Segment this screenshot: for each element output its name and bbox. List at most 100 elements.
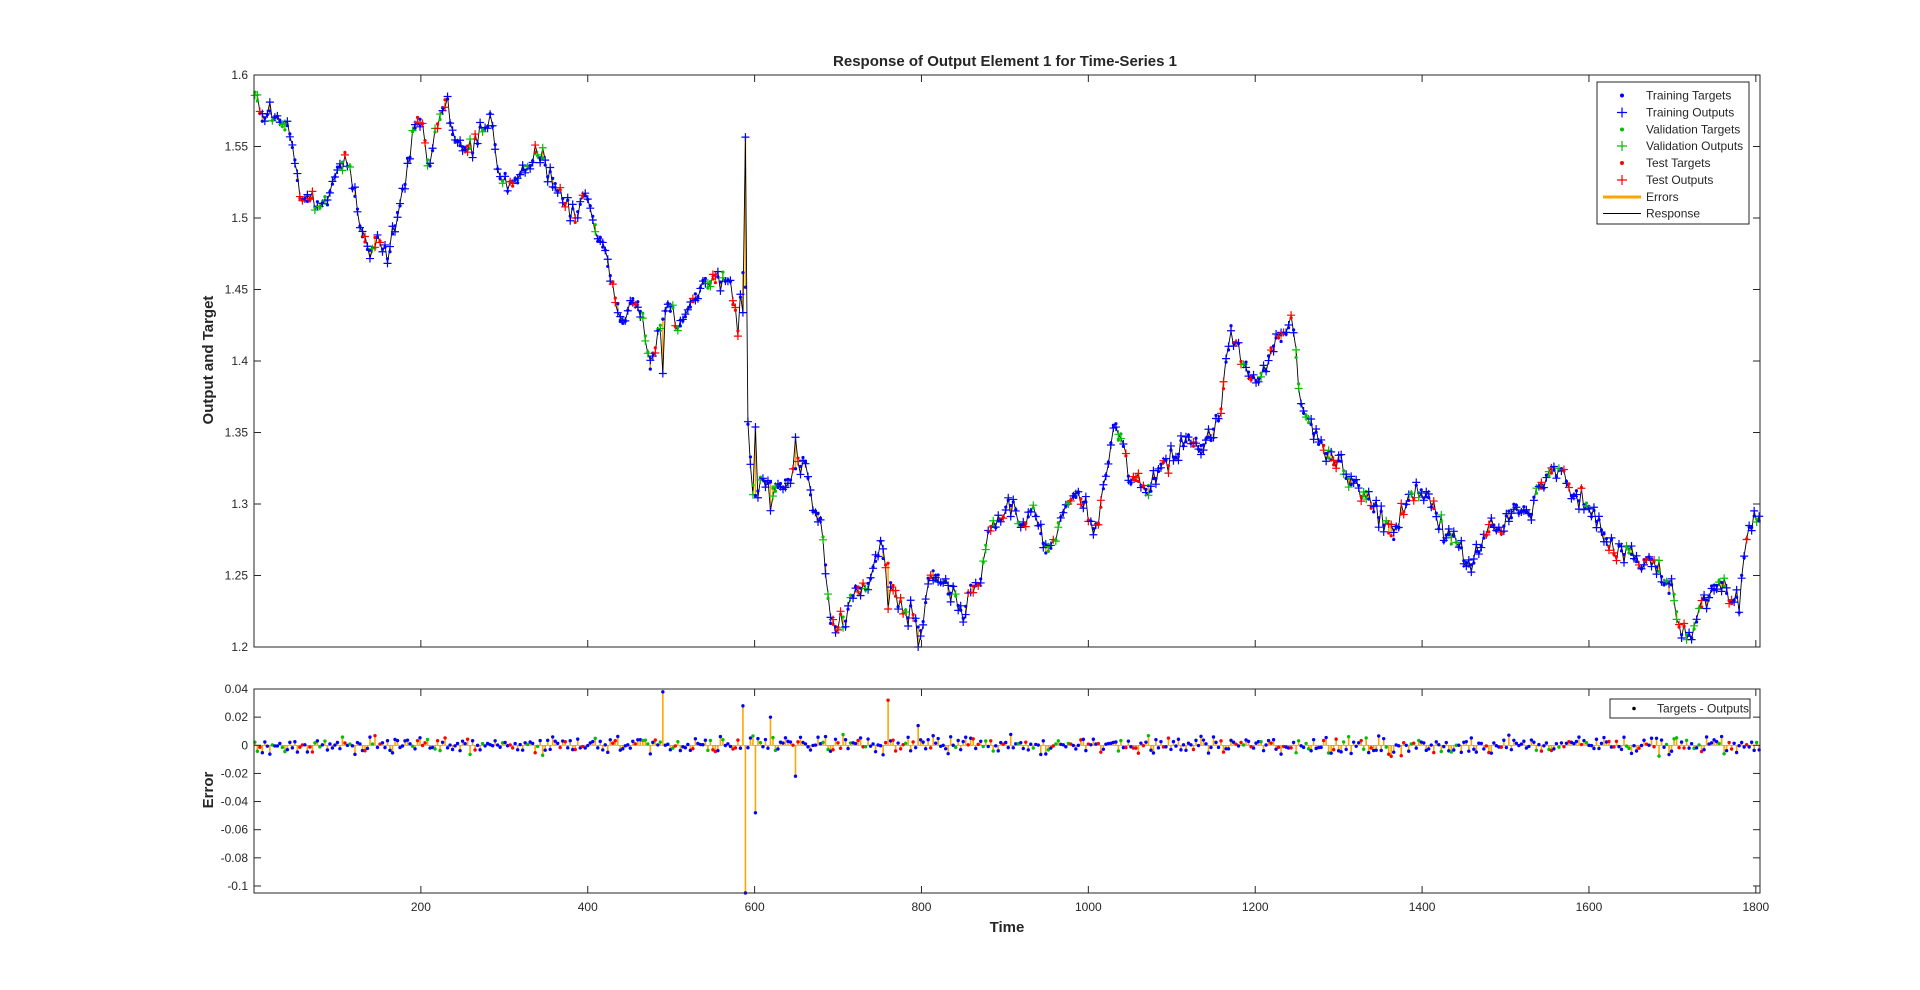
output-marker bbox=[796, 470, 805, 479]
error-dot bbox=[395, 738, 400, 743]
target-marker bbox=[969, 583, 973, 587]
error-dot bbox=[380, 741, 385, 745]
target-marker bbox=[1494, 529, 1498, 533]
error-dot bbox=[688, 748, 693, 753]
target-marker bbox=[1084, 500, 1088, 504]
error-dot bbox=[1399, 753, 1403, 758]
output-marker bbox=[1374, 523, 1383, 532]
output-marker bbox=[1176, 431, 1185, 440]
target-marker bbox=[1522, 505, 1526, 509]
legend-text-response: Response bbox=[1646, 207, 1700, 221]
target-marker bbox=[1542, 486, 1546, 490]
error-dot bbox=[1654, 736, 1659, 740]
target-marker bbox=[491, 124, 495, 128]
target-marker bbox=[1474, 549, 1478, 554]
output-marker bbox=[906, 596, 915, 605]
target-marker bbox=[1327, 456, 1331, 460]
output-marker bbox=[463, 148, 472, 157]
error-dot bbox=[1099, 750, 1103, 754]
target-marker bbox=[1437, 527, 1441, 531]
target-marker bbox=[711, 277, 715, 281]
error-dot bbox=[596, 746, 600, 750]
target-marker bbox=[551, 176, 555, 180]
y-tick-label: 1.45 bbox=[225, 283, 249, 297]
target-marker bbox=[1069, 498, 1073, 502]
error-dot bbox=[1484, 744, 1489, 748]
target-marker bbox=[1752, 514, 1756, 518]
target-marker bbox=[453, 138, 457, 143]
error-dot bbox=[465, 737, 470, 741]
output-marker bbox=[1196, 450, 1205, 459]
output-marker bbox=[638, 314, 647, 323]
output-marker bbox=[904, 622, 913, 631]
target-marker bbox=[498, 176, 502, 181]
error-dot bbox=[1552, 747, 1556, 751]
target-marker bbox=[1730, 601, 1734, 606]
error-dot bbox=[1719, 734, 1724, 739]
target-marker bbox=[934, 573, 938, 577]
legend-marker-validation-outputs bbox=[1617, 141, 1627, 151]
target-marker bbox=[1211, 427, 1216, 431]
error-dot bbox=[500, 741, 505, 745]
target-marker bbox=[1607, 544, 1611, 548]
target-marker bbox=[681, 319, 685, 323]
error-dot bbox=[288, 740, 292, 745]
output-marker bbox=[646, 356, 655, 365]
error-dot bbox=[365, 746, 370, 751]
error-dot bbox=[1364, 736, 1368, 740]
target-marker bbox=[766, 481, 770, 486]
error-dot bbox=[1599, 741, 1604, 746]
target-marker bbox=[355, 207, 360, 211]
error-dot bbox=[953, 745, 958, 750]
target-marker bbox=[1246, 370, 1251, 374]
target-marker bbox=[1031, 506, 1035, 510]
target-marker bbox=[285, 124, 289, 128]
error-dot bbox=[390, 751, 395, 755]
target-marker bbox=[626, 308, 630, 312]
target-marker bbox=[1672, 592, 1676, 596]
target-marker bbox=[1011, 500, 1015, 504]
error-dot bbox=[1369, 746, 1373, 750]
error-dot bbox=[1379, 748, 1383, 753]
target-marker bbox=[268, 109, 272, 113]
target-marker bbox=[1457, 545, 1461, 549]
error-dot bbox=[308, 745, 312, 749]
target-marker bbox=[613, 296, 617, 300]
target-marker bbox=[413, 126, 417, 130]
target-marker bbox=[783, 478, 788, 482]
error-dot bbox=[1286, 746, 1291, 750]
error-dot bbox=[300, 743, 305, 747]
target-marker bbox=[348, 164, 352, 168]
error-dot bbox=[328, 742, 332, 746]
error-dot bbox=[846, 746, 850, 751]
target-marker bbox=[541, 156, 545, 160]
error-dot bbox=[1344, 747, 1348, 752]
y-tick-label: 1.6 bbox=[231, 68, 248, 82]
error-dot bbox=[1046, 748, 1051, 752]
error-dot bbox=[363, 749, 367, 753]
error-dot bbox=[1316, 745, 1321, 750]
error-dot bbox=[1184, 748, 1188, 752]
output-marker bbox=[1655, 556, 1664, 565]
legend-text-training-outputs: Training Outputs bbox=[1646, 106, 1734, 120]
error-dot bbox=[686, 742, 690, 747]
target-marker bbox=[856, 585, 860, 589]
target-marker bbox=[741, 271, 745, 275]
error-dot bbox=[1594, 737, 1599, 741]
error-dot bbox=[293, 740, 297, 744]
response-y-axis-label: Output and Target bbox=[200, 296, 217, 425]
error-dot bbox=[591, 739, 595, 744]
error-dot bbox=[483, 744, 487, 748]
error-dot bbox=[1174, 744, 1178, 748]
target-marker bbox=[1602, 532, 1606, 536]
error-dot bbox=[373, 733, 377, 738]
error-dot bbox=[460, 739, 465, 743]
error-dot bbox=[986, 744, 990, 749]
target-marker bbox=[1484, 533, 1488, 538]
error-dot bbox=[518, 742, 522, 747]
output-marker bbox=[1700, 590, 1709, 599]
target-marker bbox=[1427, 496, 1431, 500]
x-tick-label: 1600 bbox=[1576, 900, 1603, 914]
error-dot bbox=[916, 723, 920, 728]
target-marker bbox=[410, 130, 415, 134]
